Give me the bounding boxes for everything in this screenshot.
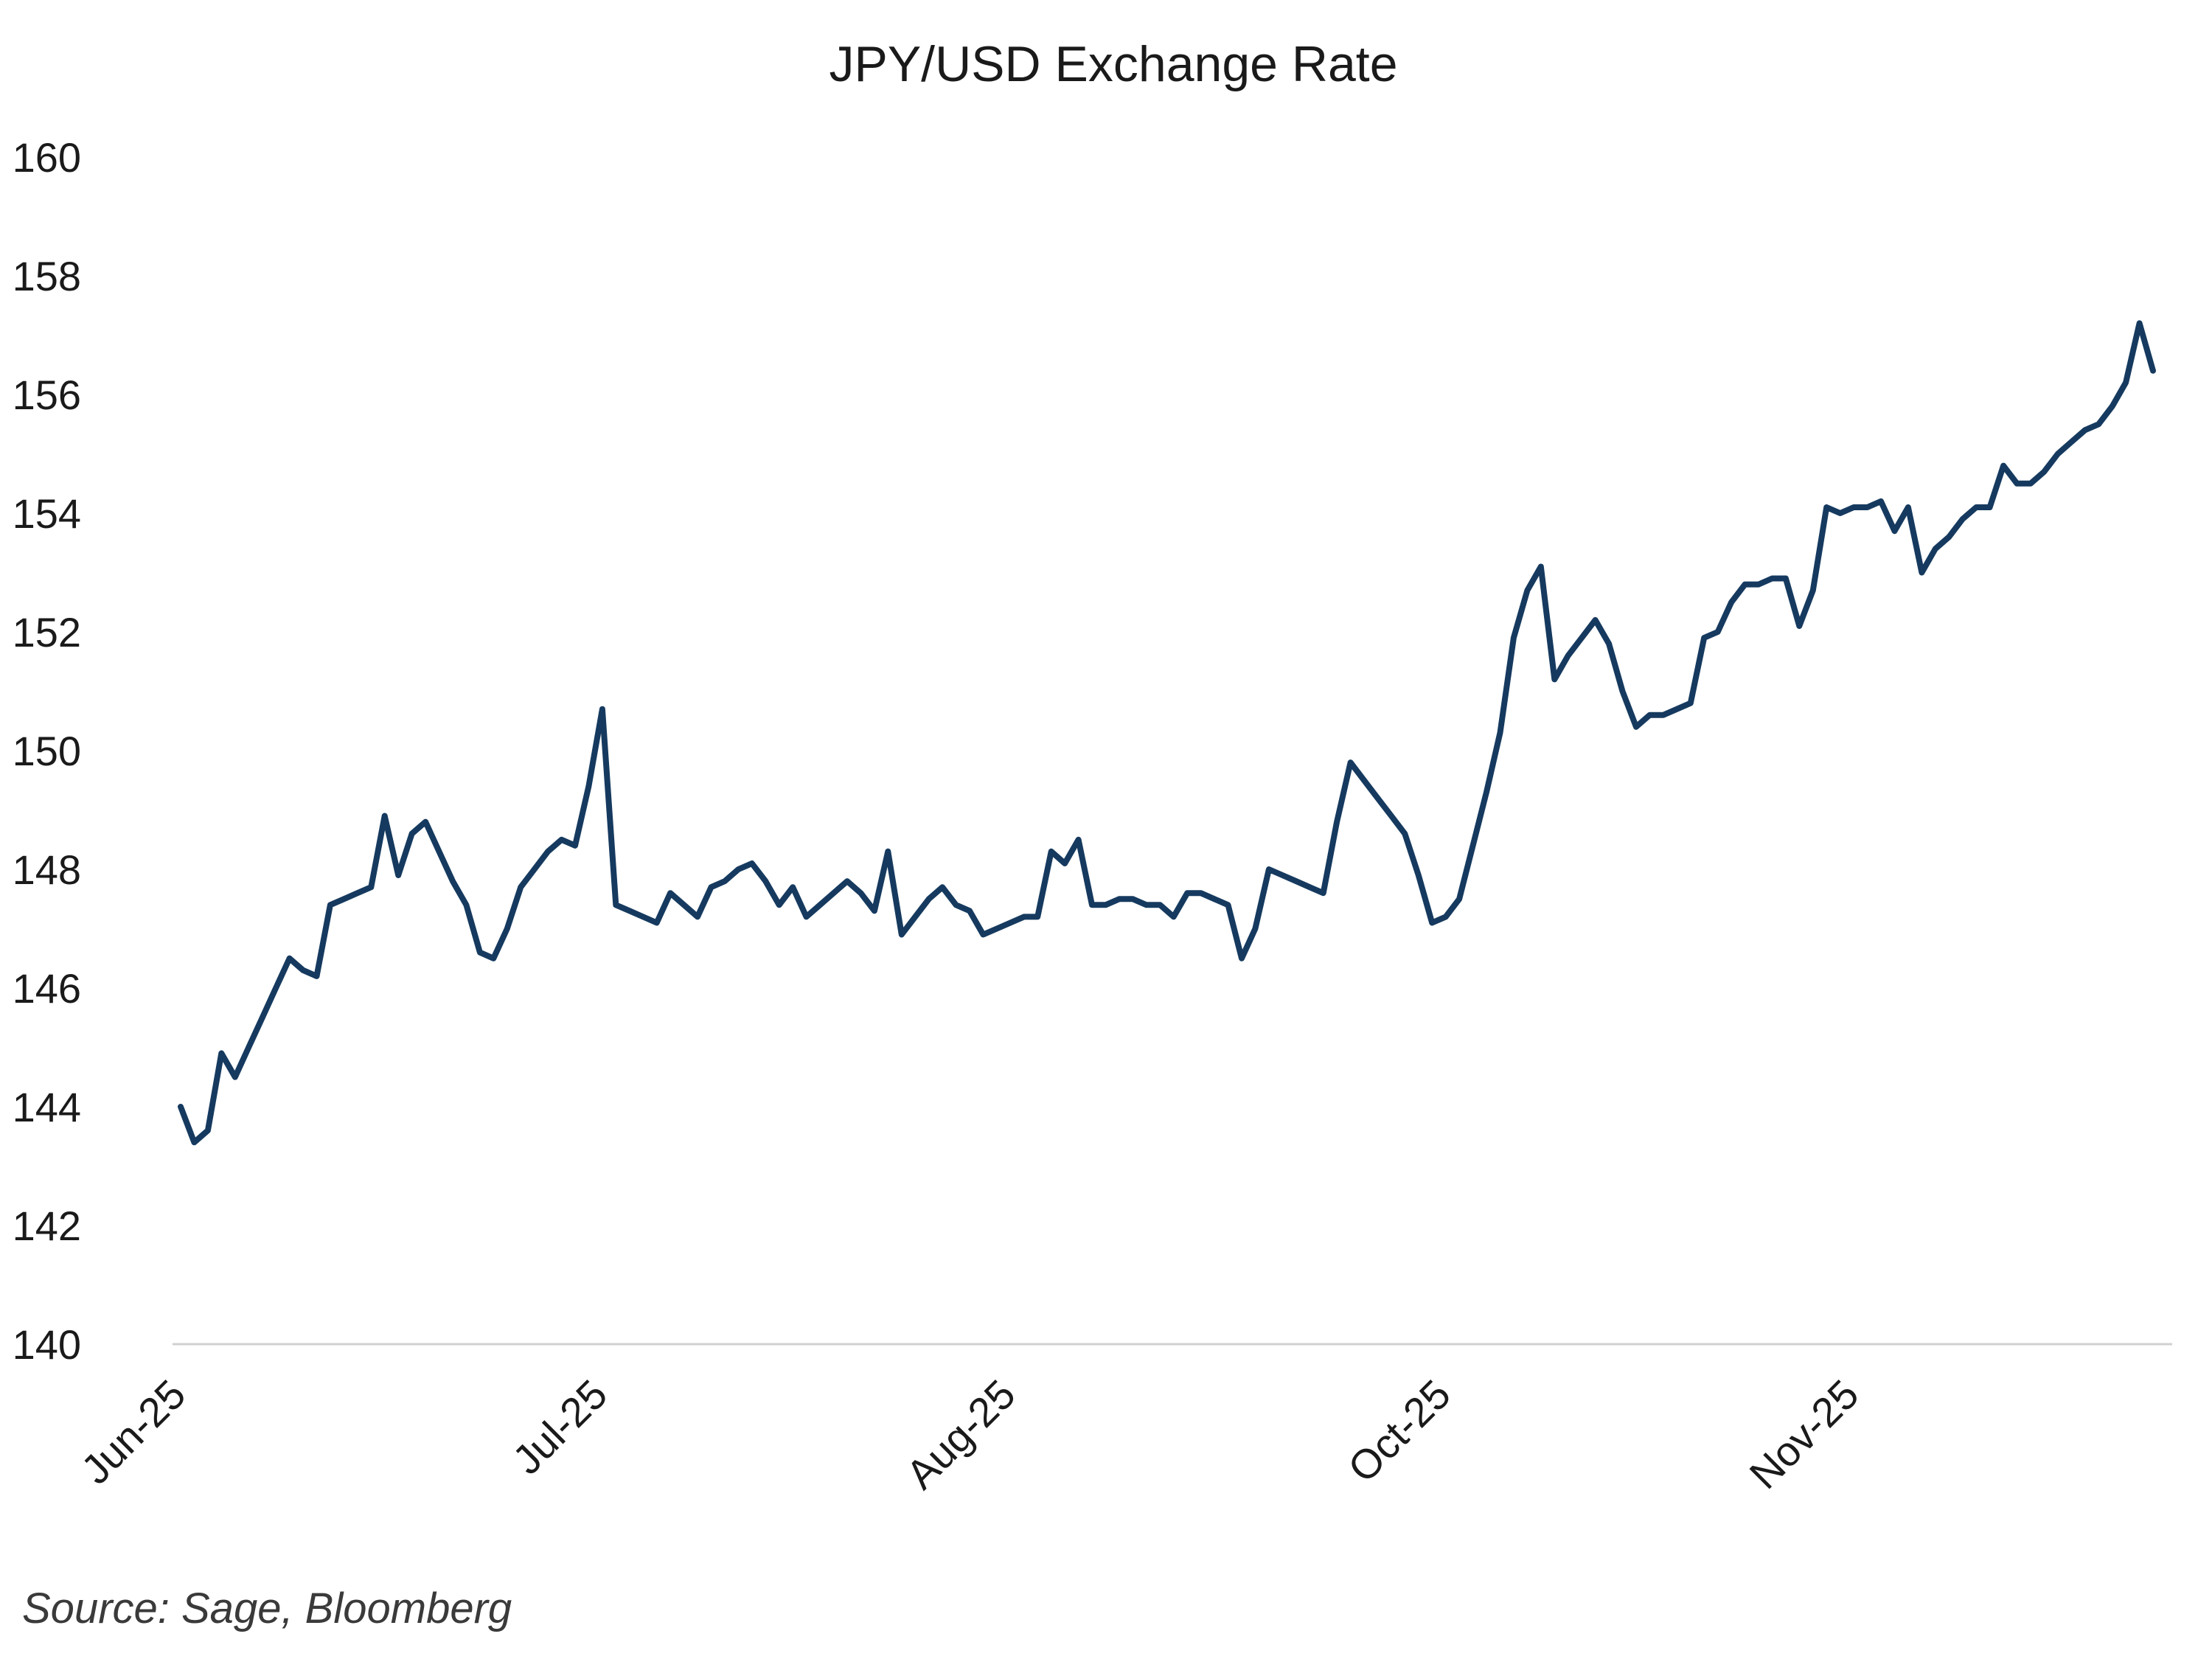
y-tick-label: 156: [13, 372, 81, 418]
y-tick-label: 144: [13, 1084, 81, 1130]
y-tick-label: 152: [13, 609, 81, 655]
y-tick-label: 158: [13, 253, 81, 299]
y-axis: 140 142 144 146 148 150 152 154 156 158 160: [13, 134, 81, 1368]
y-tick-label: 148: [13, 846, 81, 893]
y-tick-label: 160: [13, 134, 81, 181]
y-tick-label: 154: [13, 490, 81, 537]
x-tick-label: Nov-25: [1740, 1371, 1867, 1498]
x-tick-label: Jul-25: [504, 1371, 616, 1483]
x-tick-label: Jun-25: [72, 1371, 195, 1493]
x-tick-label: Aug-25: [897, 1371, 1024, 1498]
x-tick-label: Oct-25: [1339, 1371, 1459, 1491]
series-line: [178, 320, 2156, 1146]
y-tick-label: 146: [13, 965, 81, 1012]
x-axis: Jun-25 Jul-25 Aug-25 Oct-25 Nov-25: [72, 1371, 1868, 1498]
chart-title: JPY/USD Exchange Rate: [829, 36, 1397, 92]
y-tick-label: 150: [13, 728, 81, 774]
plot-area: [178, 320, 2156, 1146]
source-note: Source: Sage, Bloomberg: [22, 1585, 512, 1632]
y-tick-label: 142: [13, 1203, 81, 1249]
y-tick-label: 140: [13, 1321, 81, 1368]
